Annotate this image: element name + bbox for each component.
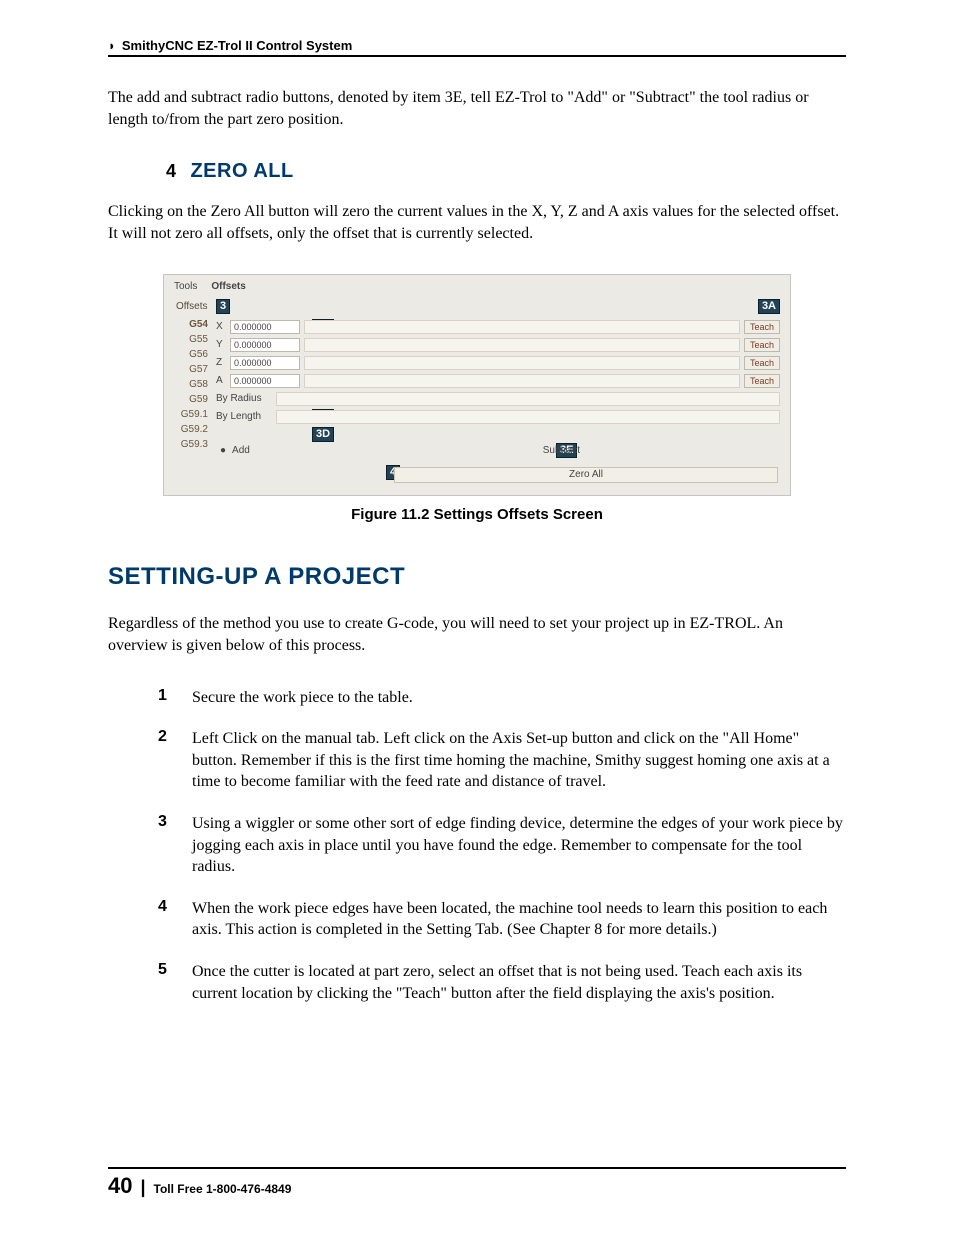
axis-row-a: A 0.000000 Teach xyxy=(216,373,780,388)
step-3-text: Using a wiggler or some other sort of ed… xyxy=(192,813,846,878)
axis-label-y: Y xyxy=(216,339,226,350)
figure-frame: Tools Offsets Offsets 3 3A 3B 3C 3D 3E 4… xyxy=(163,274,791,496)
axis-row-y: Y 0.000000 Teach xyxy=(216,337,780,352)
step-4: 4 When the work piece edges have been lo… xyxy=(158,898,846,941)
step-1: 1 Secure the work piece to the table. xyxy=(158,687,846,709)
tab-offsets[interactable]: Offsets xyxy=(211,281,245,292)
offset-g593[interactable]: G59.3 xyxy=(178,439,208,450)
offsets-label: Offsets xyxy=(176,301,208,312)
offset-g56[interactable]: G56 xyxy=(178,349,208,360)
axis-bar-z xyxy=(304,356,740,370)
step-4-text: When the work piece edges have been loca… xyxy=(192,898,846,941)
header-arrow-icon: ◗ xyxy=(108,38,116,53)
axis-bar-a xyxy=(304,374,740,388)
step-3-number: 3 xyxy=(158,813,174,878)
step-2-number: 2 xyxy=(158,728,174,793)
step-1-number: 1 xyxy=(158,687,174,709)
add-radio-label[interactable]: Add xyxy=(232,445,250,456)
steps-list: 1 Secure the work piece to the table. 2 … xyxy=(158,687,846,1005)
paragraph-setup-intro: Regardless of the method you use to crea… xyxy=(108,613,846,656)
header-title: SmithyCNC EZ-Trol II Control System xyxy=(122,38,352,53)
step-2: 2 Left Click on the manual tab. Left cli… xyxy=(158,728,846,793)
page-footer: 40 | Toll Free 1-800-476-4849 xyxy=(108,1167,846,1199)
section-4-title: ZERO ALL xyxy=(190,160,293,182)
step-5-text: Once the cutter is located at part zero,… xyxy=(192,961,846,1004)
callout-3d: 3D xyxy=(312,427,334,442)
heading-setting-up: SETTING-UP A PROJECT xyxy=(108,563,846,591)
by-radius-row: By Radius xyxy=(216,391,780,406)
paragraph-zero-all: Clicking on the Zero All button will zer… xyxy=(108,201,846,244)
section-4-number: 4 xyxy=(166,161,176,181)
by-radius-label: By Radius xyxy=(216,393,272,404)
axis-value-y[interactable]: 0.000000 xyxy=(230,338,300,352)
axis-row-z: Z 0.000000 Teach xyxy=(216,355,780,370)
offset-code-list: G54 G55 G56 G57 G58 G59 G59.1 G59.2 G59.… xyxy=(178,319,208,450)
footer-divider: | xyxy=(140,1177,145,1198)
by-length-field[interactable] xyxy=(276,410,780,424)
step-5-number: 5 xyxy=(158,961,174,1004)
figure-caption: Figure 11.2 Settings Offsets Screen xyxy=(163,506,791,523)
axis-value-a[interactable]: 0.000000 xyxy=(230,374,300,388)
teach-button-x[interactable]: Teach xyxy=(744,320,780,334)
axis-label-z: Z xyxy=(216,357,226,368)
step-4-number: 4 xyxy=(158,898,174,941)
subtract-radio-label[interactable]: Subtract xyxy=(543,445,580,456)
running-header: ◗ SmithyCNC EZ-Trol II Control System xyxy=(108,38,846,57)
figure-11-2: Tools Offsets Offsets 3 3A 3B 3C 3D 3E 4… xyxy=(163,274,791,523)
teach-button-z[interactable]: Teach xyxy=(744,356,780,370)
axis-label-a: A xyxy=(216,375,226,386)
step-1-text: Secure the work piece to the table. xyxy=(192,687,413,709)
offset-g59[interactable]: G59 xyxy=(178,394,208,405)
offset-g591[interactable]: G59.1 xyxy=(178,409,208,420)
by-radius-field[interactable] xyxy=(276,392,780,406)
step-2-text: Left Click on the manual tab. Left click… xyxy=(192,728,846,793)
axis-rows: X 0.000000 Teach Y 0.000000 Teach Z 0.00… xyxy=(216,319,780,424)
figure-tabs: Tools Offsets xyxy=(174,281,246,292)
offset-g55[interactable]: G55 xyxy=(178,334,208,345)
step-3: 3 Using a wiggler or some other sort of … xyxy=(158,813,846,878)
page-number: 40 xyxy=(108,1173,132,1199)
axis-label-x: X xyxy=(216,321,226,332)
by-length-label: By Length xyxy=(216,411,272,422)
offset-g58[interactable]: G58 xyxy=(178,379,208,390)
section-4-heading: 4 ZERO ALL xyxy=(166,160,846,183)
tab-tools[interactable]: Tools xyxy=(174,281,197,292)
axis-bar-x xyxy=(304,320,740,334)
by-length-row: By Length xyxy=(216,409,780,424)
offset-g592[interactable]: G59.2 xyxy=(178,424,208,435)
axis-bar-y xyxy=(304,338,740,352)
offset-g57[interactable]: G57 xyxy=(178,364,208,375)
offset-g54[interactable]: G54 xyxy=(178,319,208,330)
teach-button-y[interactable]: Teach xyxy=(744,338,780,352)
add-subtract-row: ● Add Subtract xyxy=(220,443,780,457)
zero-all-button[interactable]: Zero All xyxy=(394,467,778,483)
axis-row-x: X 0.000000 Teach xyxy=(216,319,780,334)
paragraph-3e: The add and subtract radio buttons, deno… xyxy=(108,87,846,130)
step-5: 5 Once the cutter is located at part zer… xyxy=(158,961,846,1004)
footer-tollfree: Toll Free 1-800-476-4849 xyxy=(154,1182,292,1196)
axis-value-x[interactable]: 0.000000 xyxy=(230,320,300,334)
callout-3: 3 xyxy=(216,299,230,314)
axis-value-z[interactable]: 0.000000 xyxy=(230,356,300,370)
teach-button-a[interactable]: Teach xyxy=(744,374,780,388)
callout-3a: 3A xyxy=(758,299,780,314)
